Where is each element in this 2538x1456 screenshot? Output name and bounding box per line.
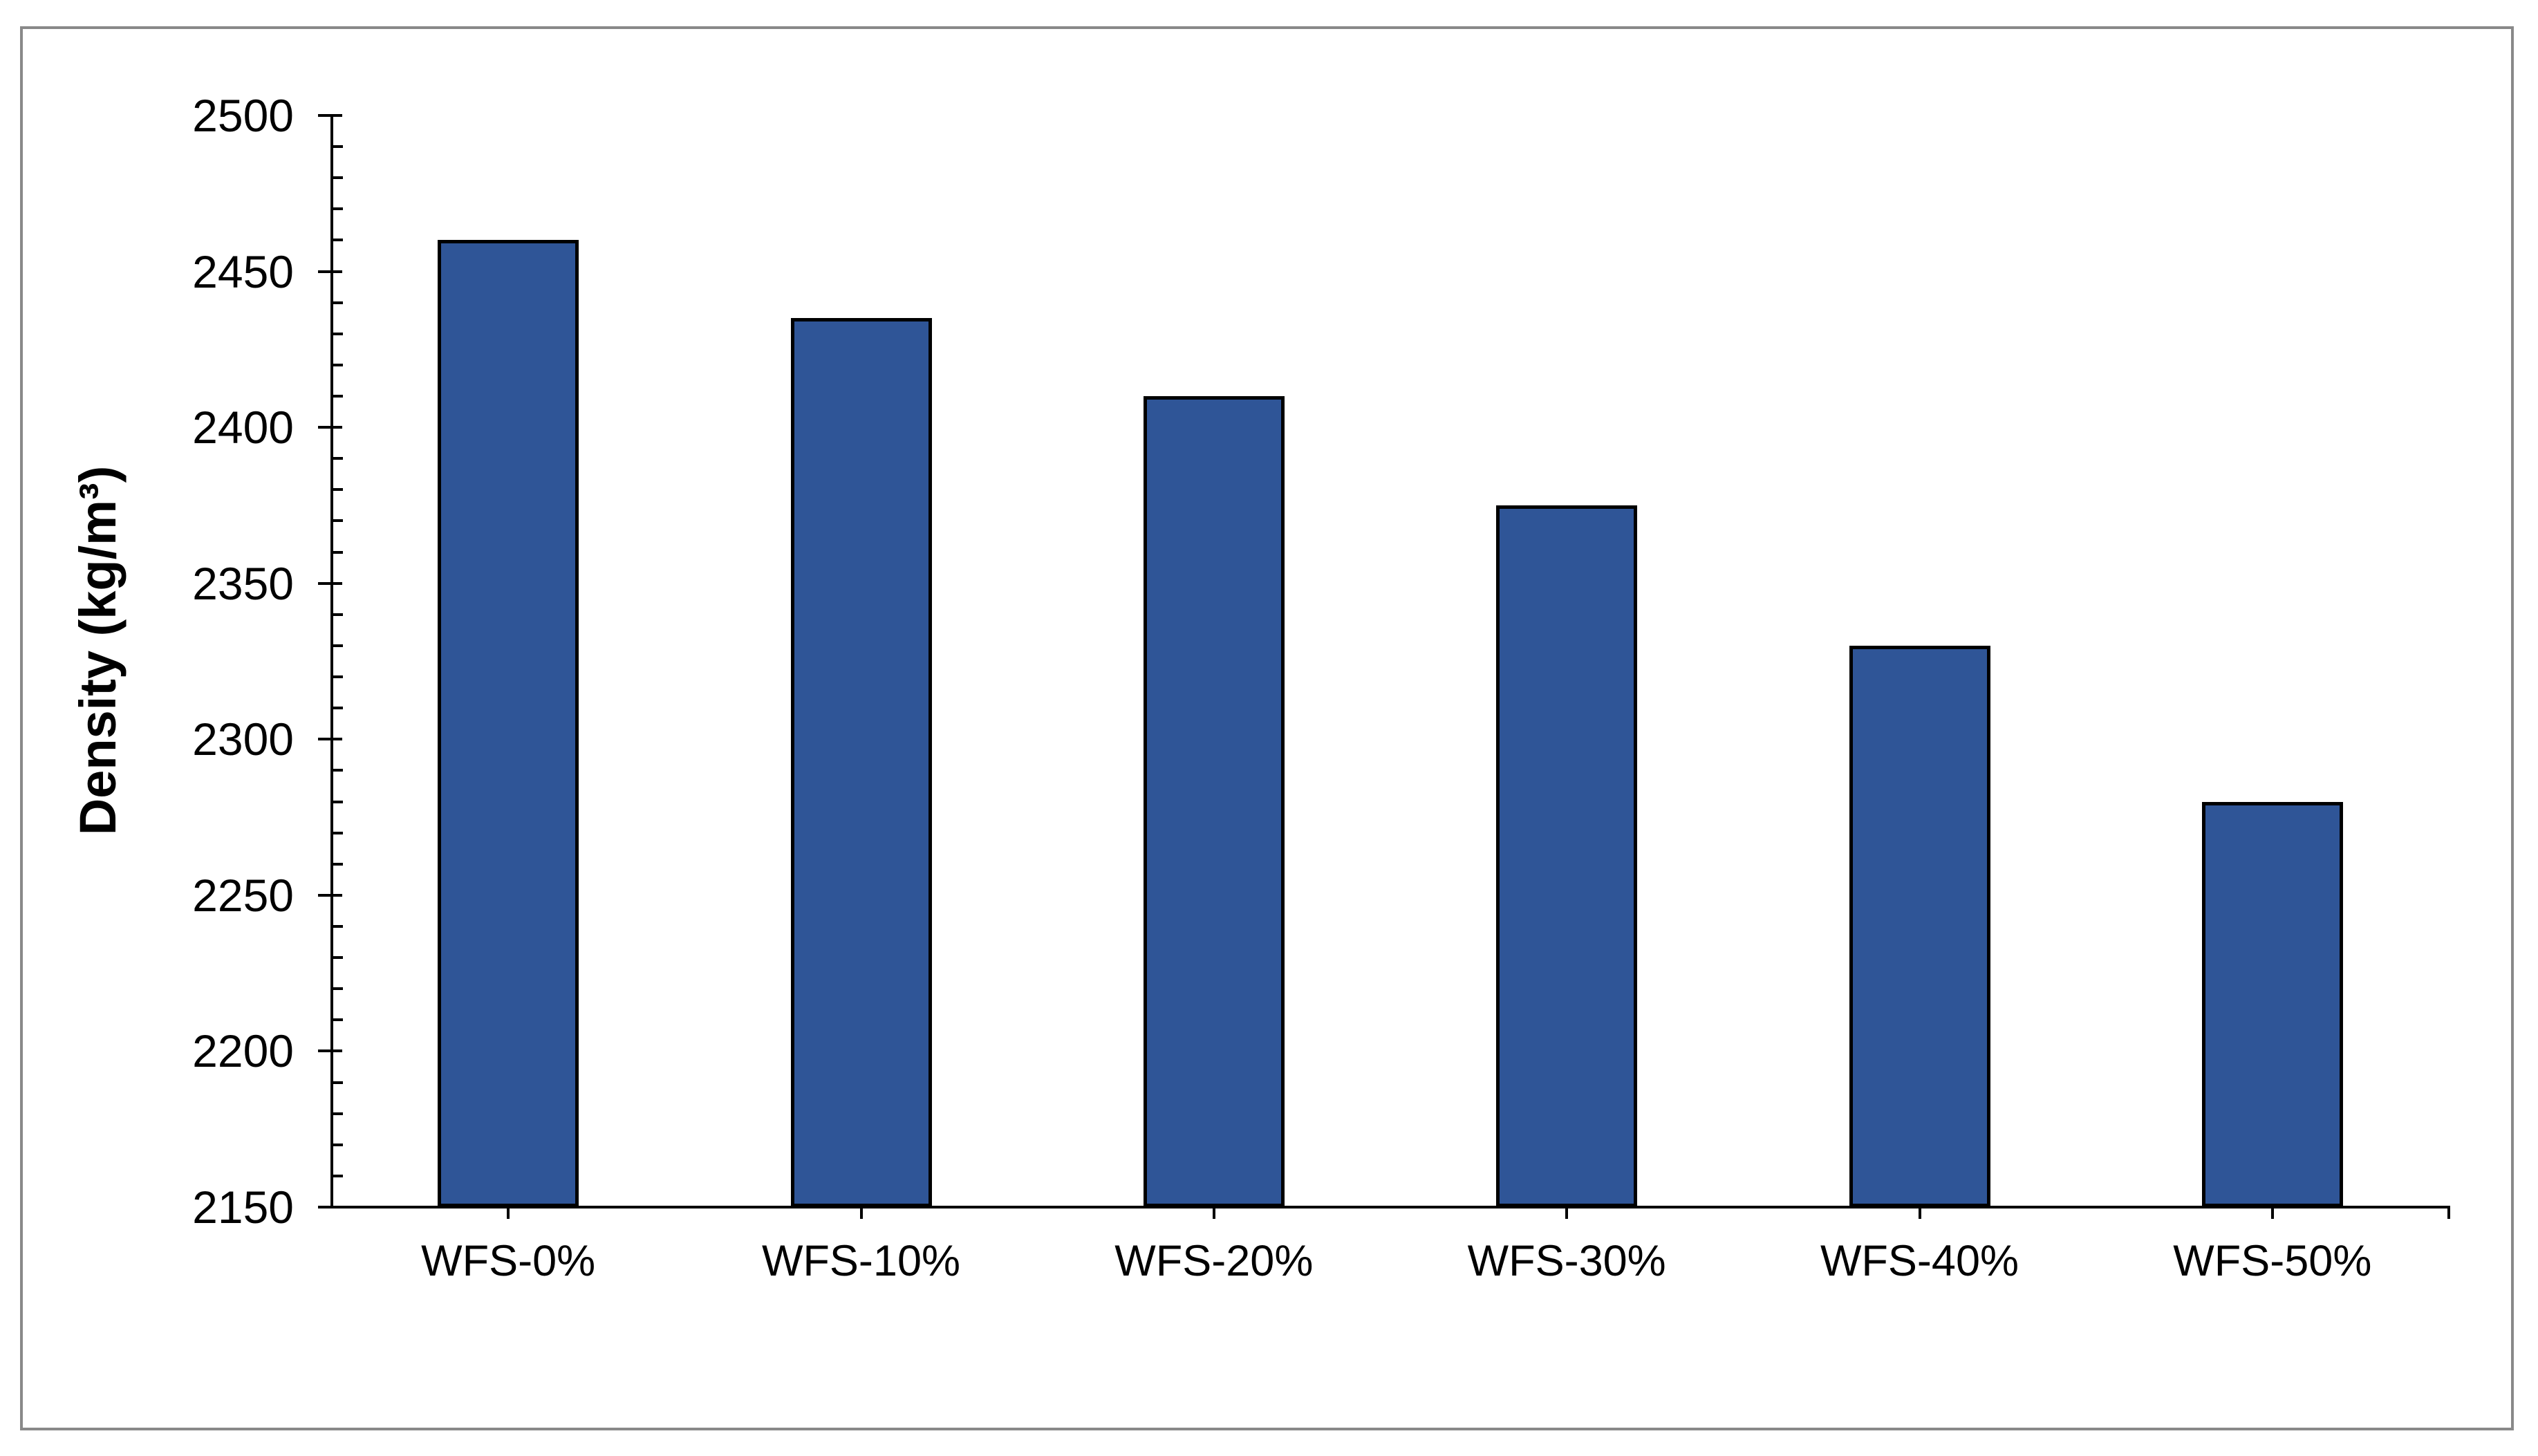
x-category-label: WFS-20% (1114, 1237, 1314, 1285)
y-minor-tick (333, 1018, 343, 1022)
y-minor-tick (333, 800, 343, 803)
bar (1496, 505, 1638, 1207)
y-minor-tick (333, 145, 343, 149)
x-tick (1212, 1208, 1215, 1219)
y-tick-label: 2250 (192, 869, 294, 921)
bar (438, 240, 579, 1207)
x-tick (859, 1208, 863, 1219)
x-category-label: WFS-0% (421, 1237, 596, 1285)
y-minor-tick (333, 675, 343, 679)
y-minor-tick (333, 644, 343, 647)
y-minor-tick (333, 613, 343, 616)
y-major-tick (318, 426, 342, 429)
y-minor-tick (333, 176, 343, 180)
y-minor-tick (333, 519, 343, 523)
y-major-tick (318, 1206, 342, 1208)
y-major-tick (318, 270, 342, 273)
x-tick (507, 1208, 510, 1219)
y-tick-label: 2300 (192, 713, 294, 765)
y-minor-tick (333, 956, 343, 960)
x-tick (2270, 1208, 2274, 1219)
y-tick-label: 2150 (192, 1182, 294, 1233)
y-minor-tick (333, 924, 343, 928)
x-category-label: WFS-50% (2173, 1237, 2372, 1285)
y-axis-title: Density (kg/m³) (69, 465, 127, 836)
y-axis-line (330, 115, 333, 1208)
y-minor-tick (333, 488, 343, 492)
y-tick-label: 2400 (192, 402, 294, 454)
y-tick-label: 2350 (192, 557, 294, 609)
y-minor-tick (333, 862, 343, 866)
y-minor-tick (333, 239, 343, 242)
y-major-tick (318, 581, 342, 585)
y-minor-tick (333, 363, 343, 366)
y-minor-tick (333, 831, 343, 834)
x-category-label: WFS-10% (761, 1237, 961, 1285)
x-tick (1565, 1208, 1569, 1219)
y-minor-tick (333, 769, 343, 772)
y-tick-label: 2200 (192, 1025, 294, 1077)
y-minor-tick (333, 332, 343, 335)
y-minor-tick (333, 987, 343, 991)
x-end-tick (2447, 1208, 2450, 1219)
bar (1849, 645, 1990, 1207)
y-minor-tick (333, 207, 343, 211)
y-minor-tick (333, 301, 343, 304)
y-minor-tick (333, 1174, 343, 1177)
y-minor-tick (333, 707, 343, 710)
y-minor-tick (333, 1081, 343, 1084)
y-major-tick (318, 114, 342, 117)
bar (790, 318, 932, 1207)
y-minor-tick (333, 457, 343, 460)
bar (1143, 396, 1285, 1207)
y-major-tick (318, 893, 342, 897)
y-major-tick (318, 738, 342, 741)
y-minor-tick (333, 1143, 343, 1146)
y-major-tick (318, 1049, 342, 1053)
x-axis-line (330, 1206, 2450, 1208)
x-tick (1918, 1208, 1921, 1219)
y-minor-tick (333, 550, 343, 554)
y-tick-label: 2450 (192, 245, 294, 297)
chart-border-frame (20, 26, 2514, 1430)
x-category-label: WFS-30% (1467, 1237, 1666, 1285)
y-tick-label: 2500 (192, 90, 294, 141)
x-category-label: WFS-40% (1820, 1237, 2019, 1285)
bar (2201, 801, 2343, 1207)
y-minor-tick (333, 1112, 343, 1115)
y-minor-tick (333, 395, 343, 398)
